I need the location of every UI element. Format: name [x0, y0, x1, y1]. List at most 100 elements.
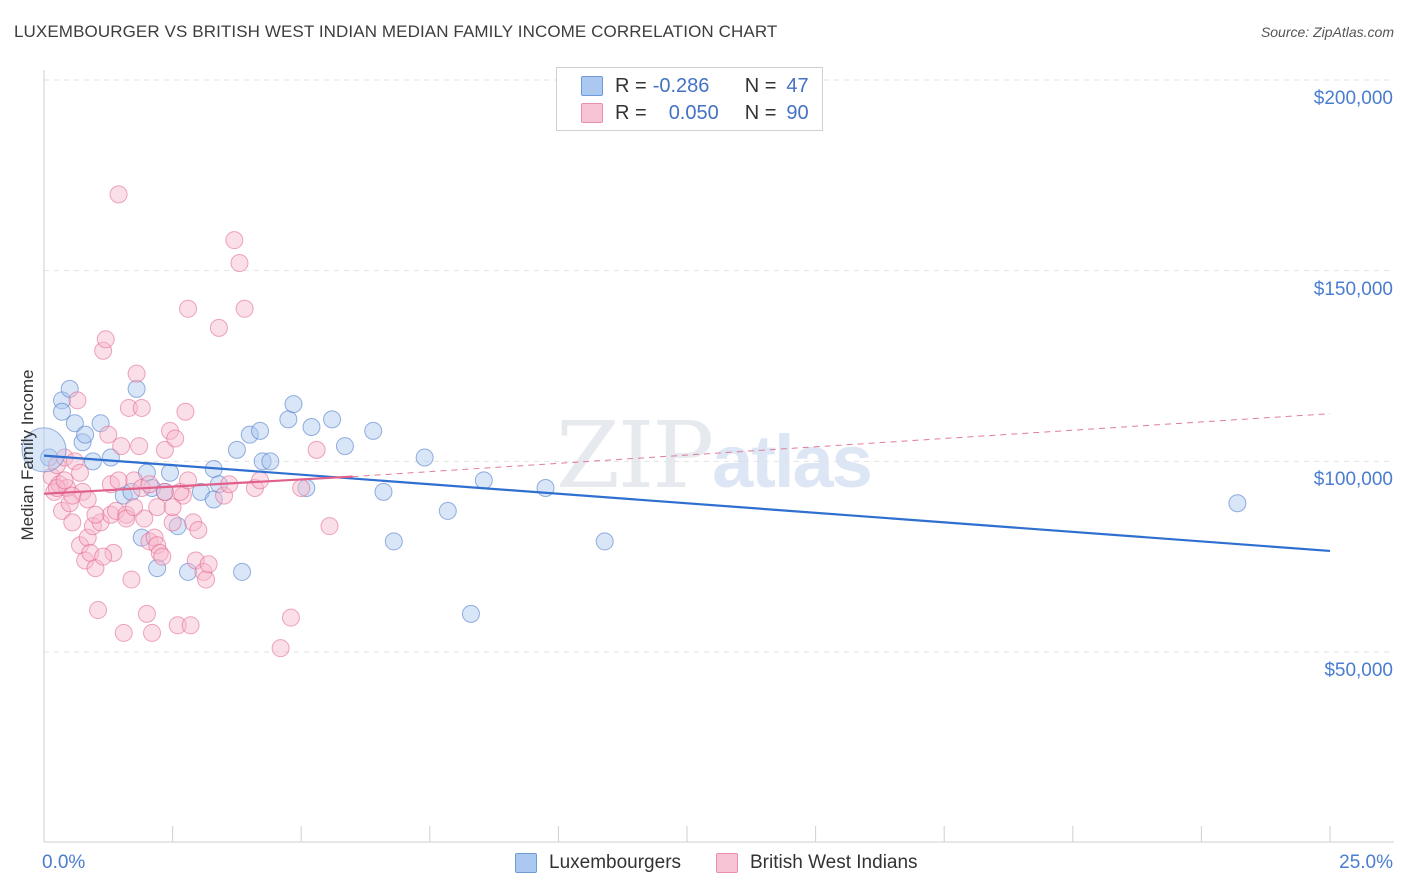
- luxembourger-point: [302, 418, 321, 437]
- luxembourger-point: [1228, 494, 1247, 513]
- british-west-indian-point: [109, 185, 128, 204]
- correlation-legend: R = -0.286 N = 47 R = 0.050 N = 90: [556, 67, 823, 131]
- series-swatch-luxembourgers: [515, 853, 537, 873]
- luxembourger-point: [21, 427, 67, 473]
- british-west-indian-point: [148, 498, 167, 517]
- british-west-indian-point: [104, 543, 123, 562]
- luxembourger-point: [233, 562, 252, 581]
- luxembourger-point: [161, 463, 180, 482]
- british-west-indian-point: [271, 639, 290, 658]
- british-west-indian-point: [89, 601, 108, 620]
- luxembourger-point: [374, 482, 393, 501]
- y-tick-label: $100,000: [1313, 469, 1393, 491]
- luxembourger-point: [76, 425, 95, 444]
- british-west-indian-point: [281, 608, 300, 627]
- british-west-indian-point: [197, 570, 216, 589]
- luxembourger-point: [384, 532, 403, 551]
- luxembourger-point: [204, 490, 223, 509]
- series-swatch-british-west-indians: [716, 853, 738, 873]
- luxembourger-point: [227, 440, 246, 459]
- british-west-indian-point: [114, 623, 133, 642]
- british-west-indian-point: [63, 486, 82, 505]
- luxembourger-point: [53, 402, 72, 421]
- british-west-indian-point: [130, 437, 149, 456]
- y-axis-label: Median Family Income: [18, 369, 37, 541]
- legend-swatch-luxembourgers: [581, 76, 603, 96]
- british-west-indian-point: [292, 479, 311, 498]
- british-west-indian-point: [143, 623, 162, 642]
- luxembourger-point: [284, 395, 303, 414]
- british-west-indian-point: [107, 501, 126, 520]
- source-label: Source: ZipAtlas.com: [1260, 24, 1394, 40]
- luxembourger-point: [65, 414, 84, 433]
- data-points: [21, 185, 1247, 658]
- legend-n-label: N =: [744, 74, 777, 97]
- luxembourger-point: [251, 421, 270, 440]
- y-tick-label: $150,000: [1313, 278, 1393, 300]
- legend-r-label: R =: [615, 74, 647, 97]
- x-tick-label-min: 0.0%: [42, 852, 86, 873]
- british-west-indian-point: [209, 318, 228, 337]
- series-legend-british-west-indians: British West Indians: [716, 852, 918, 874]
- british-west-indian-point: [225, 231, 244, 250]
- british-west-indian-point: [94, 341, 113, 360]
- y-tick-label: $200,000: [1313, 88, 1393, 109]
- british-west-indian-point: [53, 501, 72, 520]
- british-west-indian-trend-line: [43, 475, 353, 495]
- british-west-indian-point: [168, 616, 187, 635]
- british-west-indian-point: [71, 463, 90, 482]
- luxembourger-point: [261, 452, 280, 471]
- luxembourger-point: [474, 471, 493, 490]
- british-west-indian-point: [181, 616, 200, 635]
- luxembourger-point: [148, 559, 167, 578]
- british-west-indian-point: [96, 330, 115, 349]
- axes: [43, 70, 1394, 843]
- british-west-indian-point: [109, 471, 128, 490]
- british-west-indian-point: [137, 604, 156, 623]
- british-west-indian-point: [166, 429, 185, 448]
- series-label-british-west-indians: British West Indians: [750, 852, 918, 873]
- luxembourger-point: [335, 437, 354, 456]
- british-west-indian-point: [122, 570, 141, 589]
- british-west-indian-point: [135, 509, 154, 528]
- british-west-indian-point: [99, 425, 118, 444]
- trend-lines: [43, 413, 1331, 553]
- legend-swatch-british-west-indians: [581, 103, 603, 123]
- legend-r-value: -0.286: [652, 74, 710, 97]
- legend-n-label: N =: [744, 101, 777, 124]
- luxembourger-trend-line: [43, 454, 1331, 553]
- british-west-indian-point: [127, 364, 146, 383]
- luxembourger-point: [364, 421, 383, 440]
- british-west-indian-trend-extension: [352, 413, 1331, 478]
- chart-title: LUXEMBOURGER VS BRITISH WEST INDIAN MEDI…: [14, 22, 778, 41]
- legend-row-luxembourgers: R = -0.286 N = 47: [581, 73, 809, 99]
- series-legend-luxembourgers: Luxembourgers: [515, 852, 681, 874]
- luxembourger-point: [253, 452, 272, 471]
- luxembourger-point: [83, 452, 102, 471]
- british-west-indian-point: [163, 513, 182, 532]
- legend-n-value: 47: [786, 74, 809, 97]
- legend-r-label: R =: [615, 101, 647, 124]
- legend-r-value: 0.050: [668, 101, 719, 124]
- british-west-indian-point: [94, 547, 113, 566]
- british-west-indian-point: [320, 517, 339, 536]
- luxembourger-point: [415, 448, 434, 467]
- luxembourger-point: [240, 425, 259, 444]
- luxembourger-point: [461, 604, 480, 623]
- british-west-indian-point: [176, 402, 195, 421]
- british-west-indian-point: [78, 528, 97, 547]
- british-west-indian-point: [68, 391, 87, 410]
- british-west-indian-point: [199, 555, 218, 574]
- british-west-indian-point: [155, 440, 174, 459]
- british-west-indian-point: [86, 505, 105, 524]
- luxembourger-point: [323, 410, 342, 429]
- luxembourger-point: [438, 501, 457, 520]
- british-west-indian-point: [78, 490, 97, 509]
- legend-n-value: 90: [786, 101, 809, 124]
- y-tick-label: $50,000: [1324, 660, 1393, 681]
- luxembourger-point: [279, 410, 298, 429]
- british-west-indian-point: [132, 398, 151, 417]
- british-west-indian-point: [189, 520, 208, 539]
- british-west-indian-point: [112, 437, 131, 456]
